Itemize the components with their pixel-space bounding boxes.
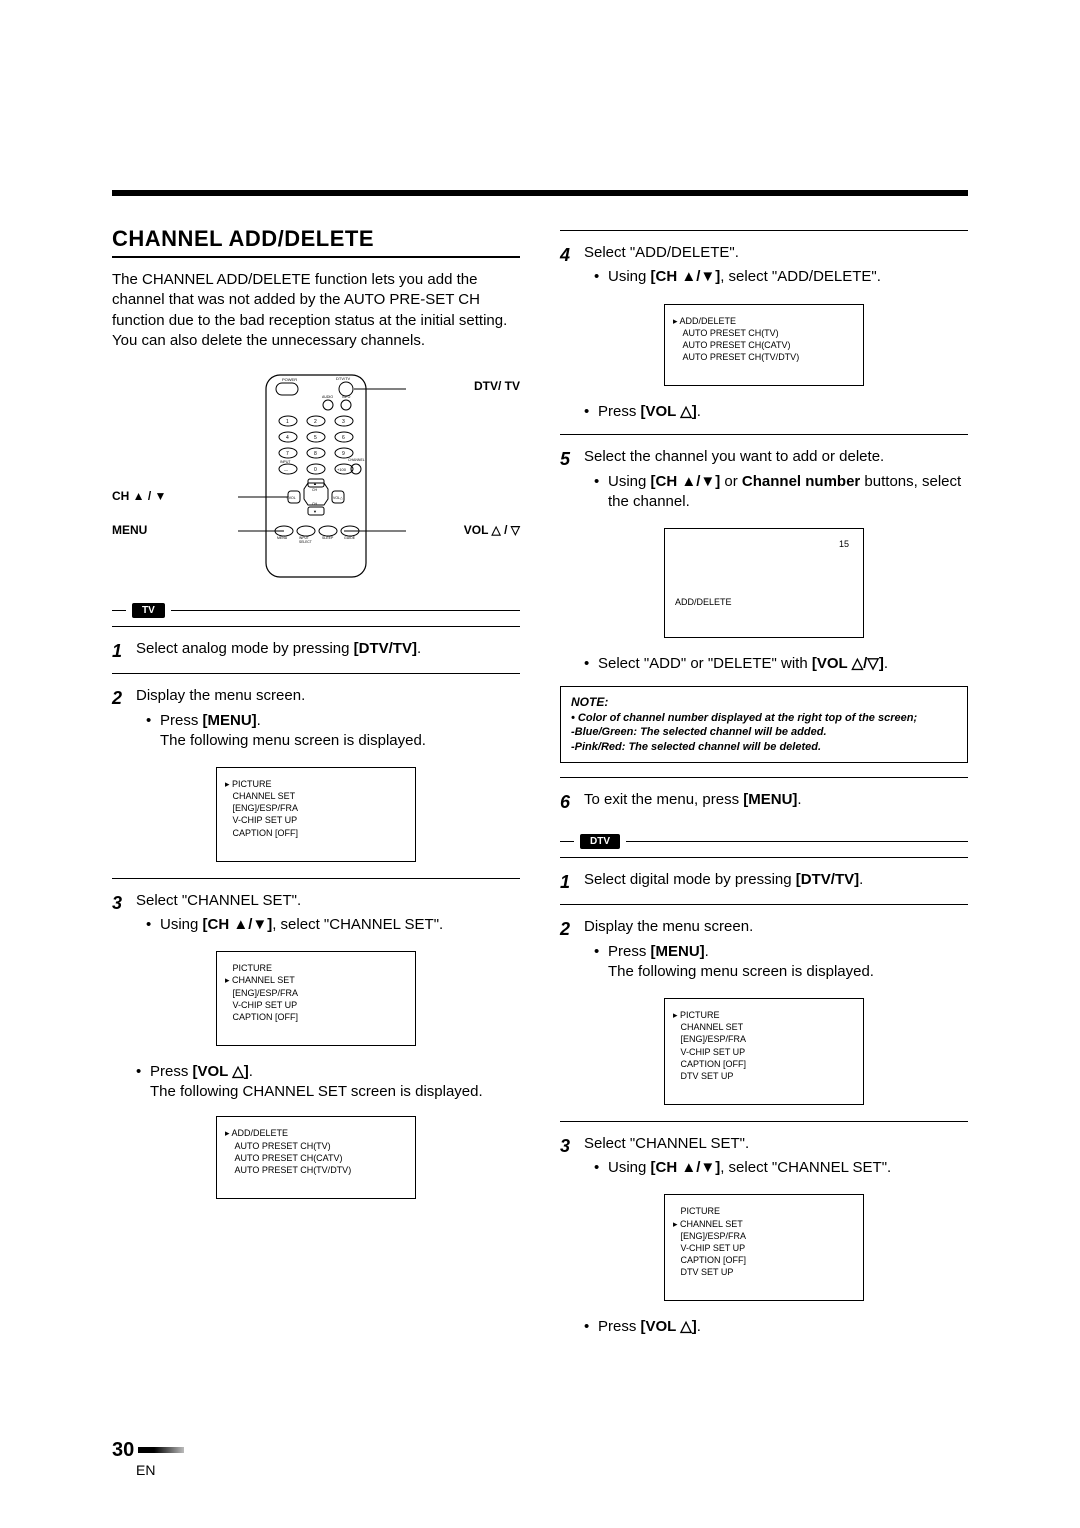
intro-text: The CHANNEL ADD/DELETE function lets you… [112,270,520,351]
step-number: 4 [560,243,576,292]
right-column: 4 Select "ADD/DELETE". Using [CH ▲/▼], s… [560,226,968,1428]
svg-text:3: 3 [342,419,345,425]
svg-text:AUDIO: AUDIO [322,395,333,399]
dstep2-sub: Press [MENU]. The following menu screen … [598,942,968,983]
svg-text:MENU: MENU [277,536,288,540]
step-number: 5 [560,447,576,516]
page-content: CHANNEL ADD/DELETE The CHANNEL ADD/DELET… [112,226,968,1428]
page-gradient [138,1447,184,1453]
svg-text:SELECT: SELECT [299,540,312,544]
step3-press: Press [VOL △]. The following CHANNEL SET… [140,1062,520,1103]
svg-text:+100: +100 [337,467,347,472]
svg-text:5: 5 [314,435,317,441]
svg-text:2: 2 [314,419,317,425]
page-suffix: EN [136,1462,155,1478]
label-vol: VOL △ / ▽ [464,523,520,537]
dtv-step-1: 1 Select digital mode by pressing [DTV/T… [560,870,968,894]
step3-sub: Using [CH ▲/▼], select "CHANNEL SET". [150,915,520,935]
tv-tag: TV [132,603,165,618]
label-dtv-tv: DTV/ TV [474,379,520,393]
step3-text: Select "CHANNEL SET". [136,892,301,909]
step5-text: Select the channel you want to add or de… [584,448,884,465]
svg-text:▲: ▲ [313,481,317,486]
step1-text: Select analog mode by pressing [136,640,354,657]
svg-text:CH: CH [312,488,318,492]
svg-text:POWER: POWER [282,377,297,382]
step-number: 6 [560,790,576,814]
left-step-2: 2 Display the menu screen. Press [MENU].… [112,686,520,755]
step5-sub: Using [CH ▲/▼] or Channel number buttons… [598,472,968,513]
page-footer: 30 EN [112,1439,184,1478]
step-number: 1 [560,870,576,894]
svg-text:SLEEP: SLEEP [322,536,334,540]
svg-text:0: 0 [314,467,317,473]
top-rule [112,190,968,196]
step2-text: Display the menu screen. [136,687,305,704]
svg-text:4: 4 [286,435,289,441]
step-number: 3 [560,1134,576,1183]
svg-text:▼: ▼ [313,509,317,514]
step4-sub: Using [CH ▲/▼], select "ADD/DELETE". [598,267,968,287]
dstep3-text: Select "CHANNEL SET". [584,1135,749,1152]
svg-text:VOL△: VOL△ [333,496,344,500]
step-number: 2 [560,917,576,986]
tv-tag-row: TV [112,601,520,620]
dtv-tag: DTV [580,834,620,849]
label-menu: MENU [112,523,147,537]
step4-text: Select "ADD/DELETE". [584,244,739,261]
step4-press: Press [VOL △]. [588,402,968,422]
step-number: 2 [112,686,128,755]
svg-text:7: 7 [286,451,289,457]
right-step-4: 4 Select "ADD/DELETE". Using [CH ▲/▼], s… [560,243,968,292]
step-number: 3 [112,891,128,940]
dtv-step-3: 3 Select "CHANNEL SET". Using [CH ▲/▼], … [560,1134,968,1183]
svg-text:6: 6 [342,435,345,441]
left-step-3: 3 Select "CHANNEL SET". Using [CH ▲/▼], … [112,891,520,940]
step5-select: Select "ADD" or "DELETE" with [VOL △/▽]. [588,654,968,674]
svg-text:8: 8 [314,451,317,457]
step3-press-tail: The following CHANNEL SET screen is disp… [150,1083,483,1100]
right-step-6: 6 To exit the menu, press [MENU]. [560,790,968,814]
label-ch: CH ▲ / ▼ [112,489,166,503]
add-delete-label: ADD/DELETE [675,597,732,607]
section-title: CHANNEL ADD/DELETE [112,226,520,258]
svg-text:—: — [284,467,288,472]
svg-text:CHANNEL: CHANNEL [348,458,365,462]
svg-text:DTV/TV: DTV/TV [336,376,351,381]
note-box: NOTE: • Color of channel number displaye… [560,686,968,762]
note-title: NOTE: [571,695,957,711]
step-number: 1 [112,639,128,663]
dtv-tag-row: DTV [560,832,968,851]
svg-text:INFO: INFO [342,395,351,399]
dstep2-tail: The following menu screen is displayed. [608,963,874,980]
svg-text:GUIDE: GUIDE [344,536,356,540]
page-number: 30 [112,1439,134,1461]
svg-text:9: 9 [342,451,345,457]
left-step-1: 1 Select analog mode by pressing [DTV/TV… [112,639,520,663]
left-column: CHANNEL ADD/DELETE The CHANNEL ADD/DELET… [112,226,520,1428]
dstep3-press: Press [VOL △]. [588,1317,968,1337]
dtv-step-2: 2 Display the menu screen. Press [MENU].… [560,917,968,986]
svg-text:1: 1 [286,419,289,425]
menu-screen-1: ▸ PICTURE CHANNEL SET [ENG]/ESP/FRA V-CH… [216,767,416,862]
menu-screen-3: ▸ ADD/DELETE AUTO PRESET CH(TV) AUTO PRE… [216,1116,416,1199]
svg-text:CH: CH [312,502,318,506]
channel-number: 15 [839,539,849,549]
remote-illustration: POWER DTV/TV AUDIO INFO 1 2 3 4 5 6 7 8 9 — [112,371,520,591]
note-body: • Color of channel number displayed at t… [571,711,957,754]
menu-screen-2: PICTURE ▸ CHANNEL SET [ENG]/ESP/FRA V-CH… [216,951,416,1046]
dstep3-sub: Using [CH ▲/▼], select "CHANNEL SET". [598,1158,968,1178]
menu-screen-6: PICTURE ▸ CHANNEL SET [ENG]/ESP/FRA V-CH… [664,1194,864,1301]
right-step-5: 5 Select the channel you want to add or … [560,447,968,516]
step2-sub: Press [MENU]. The following menu screen … [150,711,520,752]
channel-screen: 15 ADD/DELETE [664,528,864,638]
step2-tail: The following menu screen is displayed. [160,732,426,749]
step1-btn: [DTV/TV] [354,640,417,657]
menu-screen-4: ▸ ADD/DELETE AUTO PRESET CH(TV) AUTO PRE… [664,304,864,387]
menu-screen-5: ▸ PICTURE CHANNEL SET [ENG]/ESP/FRA V-CH… [664,998,864,1105]
remote-svg: POWER DTV/TV AUDIO INFO 1 2 3 4 5 6 7 8 9 — [176,371,456,581]
svg-text:INPUT: INPUT [280,460,291,464]
dstep2-text: Display the menu screen. [584,918,753,935]
